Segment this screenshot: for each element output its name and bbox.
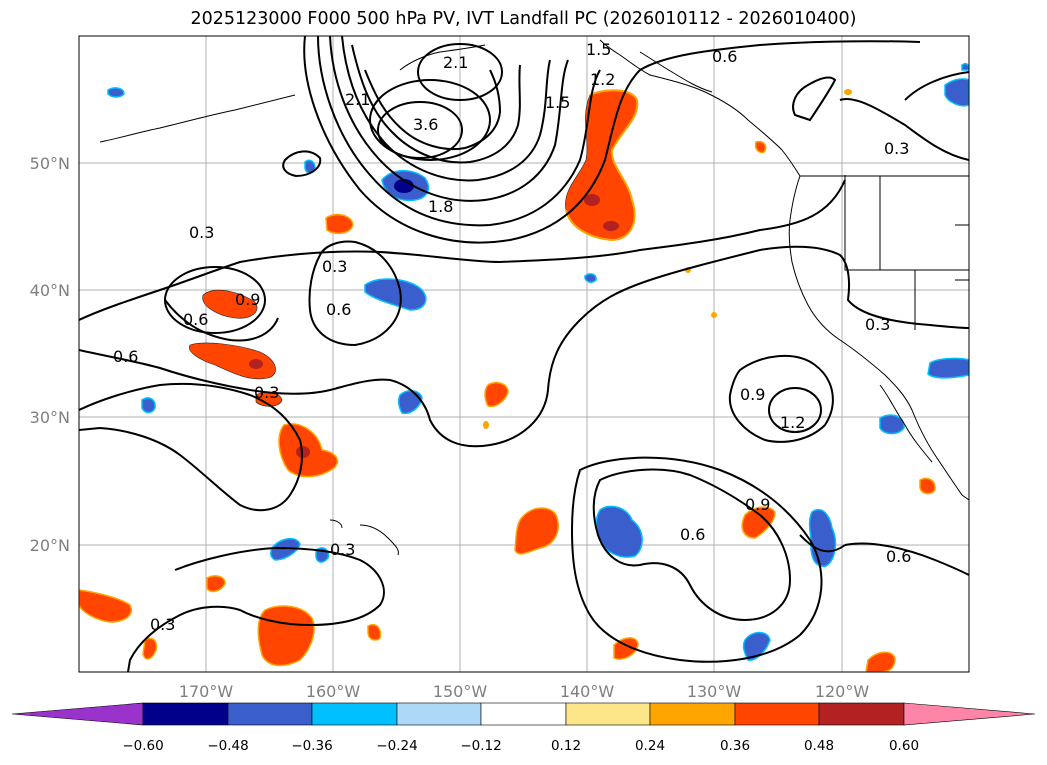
ivt-blob: [741, 506, 776, 539]
contour-label: 2.1: [345, 90, 370, 109]
ivt-blob: [142, 637, 158, 660]
colorbar-extend-low: [11, 702, 144, 726]
ivt-blob: [141, 397, 156, 414]
colorbar-ticks: −0.60 −0.48 −0.36 −0.24 −0.12 0.12 0.24 …: [122, 738, 919, 754]
ivt-blob: [927, 357, 969, 379]
contour-label: 1.8: [428, 197, 453, 216]
contour-label: 0.9: [740, 385, 765, 404]
contour-label: 0.6: [326, 300, 351, 319]
lon-label: 130°W: [687, 682, 742, 701]
contour-label: 3.6: [413, 115, 438, 134]
lon-label: 140°W: [560, 682, 615, 701]
latitude-labels: 50°N 40°N 30°N 20°N: [30, 154, 70, 555]
contour-label: 2.1: [443, 53, 468, 72]
colorbar-tick-label: 0.12: [551, 738, 581, 754]
colorbar-tick-label: −0.36: [291, 738, 332, 754]
ivt-blob: [189, 342, 276, 380]
positive-anomaly-blobs: [79, 89, 936, 672]
contour-label: 0.6: [183, 310, 208, 329]
lat-label: 40°N: [30, 281, 70, 300]
ivt-core: [584, 194, 600, 206]
ivt-blob: [484, 381, 509, 408]
ivt-blob: [270, 537, 301, 561]
colorbar-segment: [734, 702, 820, 726]
contour-label: 1.2: [590, 70, 615, 89]
colorbar-tick-label: −0.12: [460, 738, 501, 754]
colorbar-segment: [396, 702, 482, 726]
contour-label: 0.6: [113, 347, 138, 366]
contour-label: 0.3: [884, 139, 909, 158]
ivt-blob: [565, 89, 639, 242]
ivt-blob: [754, 140, 767, 154]
contour-label: 0.3: [150, 615, 175, 634]
contour-label: 0.3: [189, 223, 214, 242]
contour-label: 0.3: [254, 383, 279, 402]
contour-label: 0.6: [886, 547, 911, 566]
ivt-blob: [514, 507, 559, 555]
colorbar-segment: [480, 702, 567, 726]
ivt-core: [249, 359, 263, 369]
colorbar-extend-high: [903, 702, 1036, 726]
ivt-blob: [206, 575, 226, 593]
lon-label: 120°W: [815, 682, 870, 701]
ivt-blob: [961, 62, 969, 71]
colorbar-tick-label: −0.48: [207, 738, 248, 754]
colorbar-segment: [311, 702, 398, 726]
ivt-dot: [711, 312, 717, 318]
ivt-core: [603, 221, 619, 231]
contour-label: 1.2: [780, 413, 805, 432]
colorbar-tick-label: 0.24: [635, 738, 665, 754]
contour-label: 1.5: [545, 93, 570, 112]
ivt-core: [296, 446, 310, 458]
ivt-blob: [584, 273, 597, 283]
ivt-blob: [107, 87, 125, 98]
colorbar-tick-label: −0.60: [122, 738, 163, 754]
contour-label: 1.5: [586, 40, 611, 59]
coastlines: [99, 39, 969, 556]
contour-label: 0.3: [322, 257, 347, 276]
map-title: 2025123000 F000 500 hPa PV, IVT Landfall…: [190, 9, 857, 29]
colorbar-tick-label: −0.24: [376, 738, 417, 754]
ivt-blob: [879, 414, 905, 435]
lon-label: 160°W: [306, 682, 361, 701]
pv-contours: [79, 36, 969, 672]
colorbar-segment: [142, 702, 229, 726]
negative-anomaly-blobs: [107, 62, 969, 661]
colorbar-segment: [649, 702, 736, 726]
ivt-blob: [944, 78, 969, 107]
lat-label: 30°N: [30, 408, 70, 427]
contour-label: 0.9: [235, 290, 260, 309]
colorbar-segment: [227, 702, 313, 726]
colorbar-tick-label: 0.60: [889, 738, 919, 754]
ivt-dot: [483, 421, 489, 429]
ivt-blob: [364, 278, 427, 311]
lon-label: 170°W: [179, 682, 234, 701]
colorbar-segment: [818, 702, 905, 726]
map-frame: [78, 35, 970, 673]
longitude-labels: 170°W 160°W 150°W 140°W 130°W 120°W: [179, 682, 870, 701]
contour-label: 0.6: [712, 47, 737, 66]
ivt-blob: [79, 589, 132, 623]
colorbar-segment: [565, 702, 651, 726]
contour-label: 0.6: [680, 525, 705, 544]
ivt-blob: [919, 477, 936, 495]
contour-labels: 1.5 1.2 0.6 2.1 2.1 3.6 1.5 1.8 0.3 0.3 …: [113, 40, 911, 634]
lat-label: 20°N: [30, 536, 70, 555]
colorbar-tick-label: 0.48: [804, 738, 834, 754]
lat-label: 50°N: [30, 154, 70, 173]
colorbar: [11, 702, 1036, 726]
colorbar-tick-label: 0.36: [720, 738, 750, 754]
ivt-blob: [367, 624, 382, 641]
contour-label: 0.3: [865, 315, 890, 334]
ivt-blob: [325, 213, 354, 235]
lon-label: 150°W: [433, 682, 488, 701]
ivt-blob: [202, 289, 258, 319]
contour-label: 0.9: [745, 495, 770, 514]
contour-label: 0.3: [330, 540, 355, 559]
ivt-dot: [844, 89, 852, 95]
